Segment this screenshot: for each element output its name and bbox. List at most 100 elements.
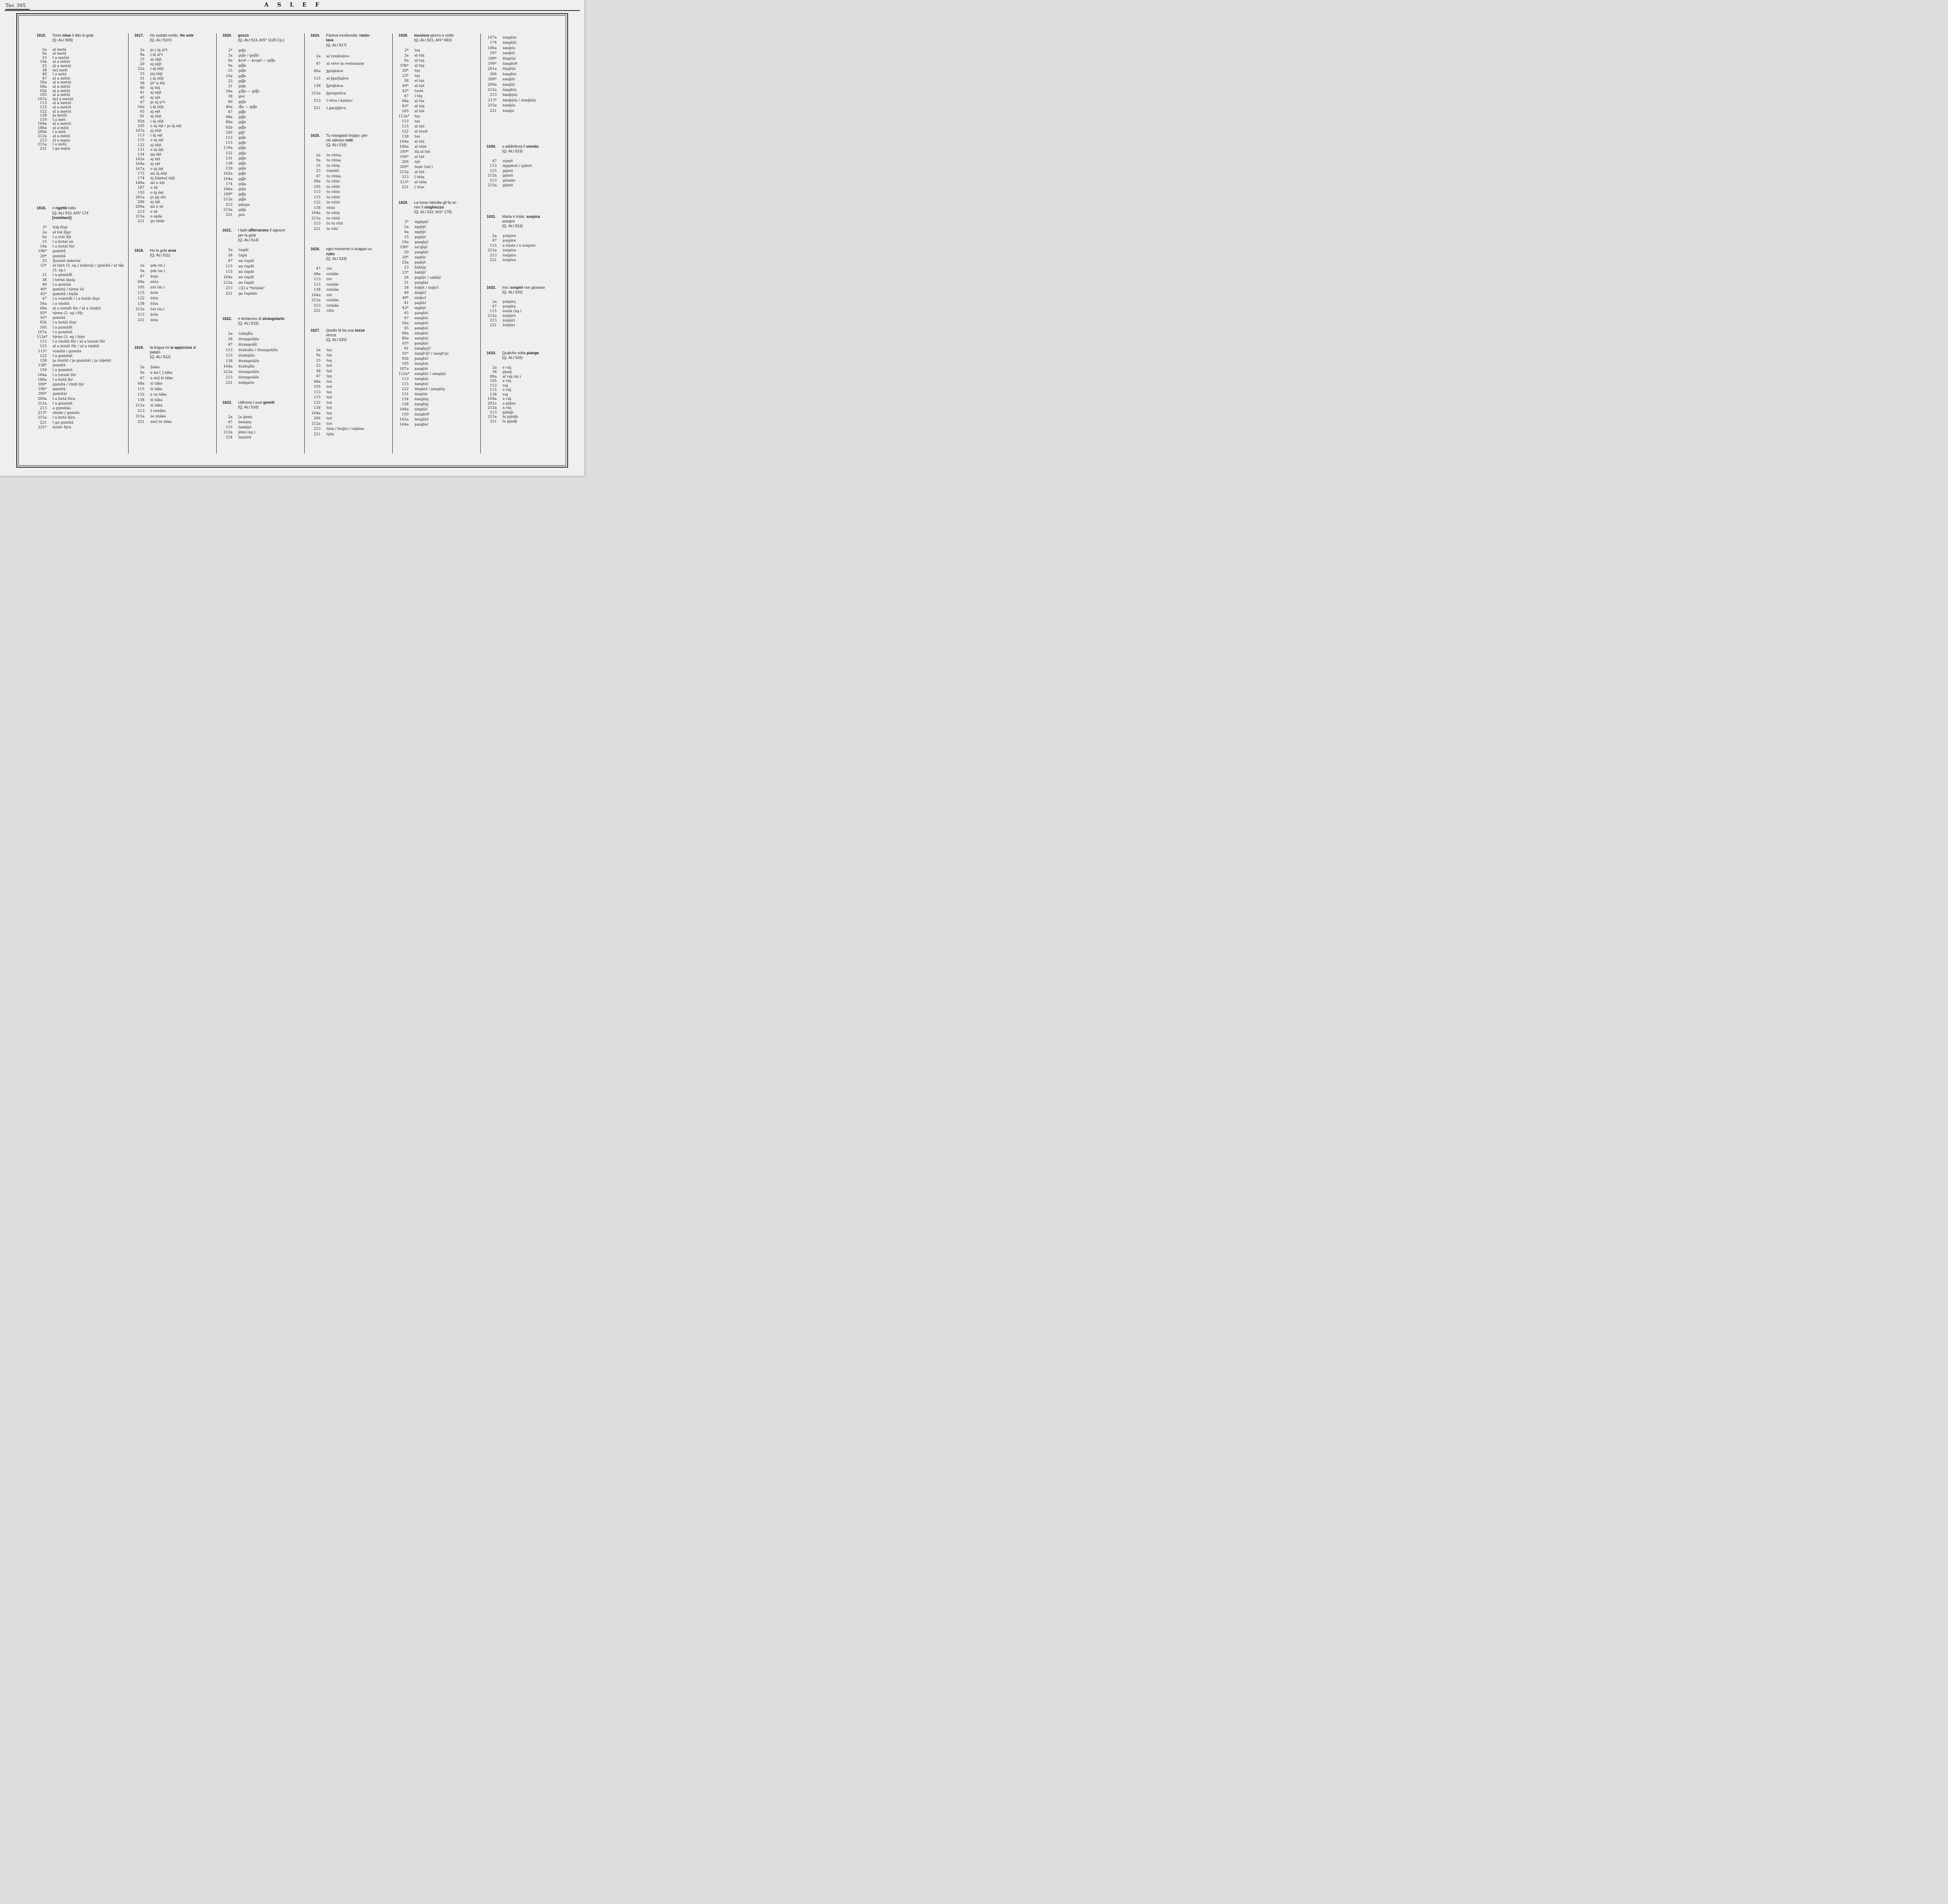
list-row: 189* lúi̯ al tọ́ś: [399, 149, 477, 154]
dialect-form: ai̯ ṣę́i̯t: [150, 62, 162, 67]
location-code: 122: [138, 392, 145, 397]
list-row: 196* al tọ́ś: [399, 154, 477, 159]
list-row: 187 o śę́: [134, 185, 213, 190]
list-row: 2a ćafoi̯á̋lu: [222, 331, 301, 337]
list-row: 196* gu̯mitá: [37, 387, 125, 392]
list-row: 42* sęglǫ́ć: [399, 306, 477, 311]
location-code: 212a: [311, 421, 321, 426]
location-code: 68a: [314, 379, 321, 384]
list-row: 113 aṇ ćapá̋t: [222, 264, 301, 269]
location-code: 138: [40, 113, 47, 118]
dialect-form: śe ntáka: [150, 414, 166, 419]
dialect-form: śtraṇgolálu: [238, 369, 259, 374]
location-code: 164a: [311, 293, 321, 297]
list-row: 40* sinğoʔ: [399, 295, 477, 300]
dialect-form: i ái̯ ṣéi̯t: [150, 119, 164, 124]
dialect-form: me] śe táka: [150, 419, 172, 424]
dialect-form: l a gomitá: [53, 282, 71, 287]
location-code: 47: [139, 100, 145, 104]
dialect-form: gǫ́mit: [502, 183, 513, 188]
dialect-form: ai̯ ṣę́i̯t: [150, 90, 162, 95]
dialect-form: śofigárlo: [238, 380, 254, 385]
location-code: 113: [402, 377, 409, 382]
list-row: 164a a vái̯: [487, 397, 563, 401]
list-row: 209a l a méś: [37, 130, 125, 134]
dialect-form: śuśpíra: [502, 253, 516, 258]
list-row: 2a şek (m.): [134, 263, 213, 268]
list-row: 15 tu rútiş: [311, 163, 389, 169]
dialect-form: al rondolávo: [326, 54, 349, 58]
list-row: 215a l a butá fǫ́ra: [37, 415, 125, 420]
list-row: 40 ai̯ śéi̯: [134, 86, 213, 90]
dialect-form: rutá̋de: [326, 272, 339, 276]
list-row: 115 an čapát: [222, 269, 301, 275]
dialect-form: rúto: [326, 309, 334, 313]
dialect-form: góʃe: [238, 136, 246, 140]
dialect-form: şuspíre: [502, 238, 516, 243]
list-row: 209* sanğút: [487, 77, 563, 82]
location-code: 47: [492, 304, 497, 309]
dialect-form: śanğǫ́śǫ: [502, 93, 518, 97]
list-row: 23* tọş: [399, 73, 477, 78]
list-row: 113 rut: [311, 277, 389, 282]
entry-sentence: e tentarono di strangolarlo: [238, 317, 285, 321]
entry-1632: 1632. ma i sospiri non giovano (Q. ALI 525…: [487, 286, 563, 328]
entry-number: 1617.: [134, 34, 144, 38]
dialect-form: ai̯ ṣę́t: [150, 95, 161, 100]
dialect-form: góʃa: [238, 187, 246, 192]
list-row: 221 me] śe táka: [134, 419, 213, 425]
dialect-form: śuśpírś: [502, 314, 516, 318]
list-row: 20* tọş: [399, 68, 477, 73]
list-row: 134 i̯ai̯ śę̇t: [134, 152, 213, 157]
entry-sentence: Ho la gola arsa: [150, 249, 176, 253]
dialect-form: śośpíra: [502, 258, 516, 263]
list-row: 162a gǫ́ʃe: [222, 171, 301, 176]
list-row: 105 o ái̯ śę́t / i̯o ái̯ śę́t: [134, 124, 213, 129]
location-code: 206: [314, 416, 321, 421]
location-code: 2a: [42, 47, 47, 52]
location-code: 26: [404, 276, 409, 280]
list-row: 221 śośpíri: [487, 323, 563, 328]
dialect-form: sanglóć: [414, 321, 429, 326]
dialect-form: gumitá̋: [53, 249, 66, 254]
entry-header: 1620. gozzo (Q. ALI 513, AIS* 1128 Cp.): [222, 34, 301, 43]
location-code: 221: [490, 419, 497, 424]
list-row: 47 aṇ ćapát: [222, 258, 301, 264]
location-code: 19a: [40, 244, 47, 249]
dialect-form: śanglóś: [414, 382, 429, 387]
list-row: 112a* tǫ́rna (3. sg.) fǫ́ur: [37, 335, 125, 339]
entry-body: o addirittura il vomito (Q. ALI 523): [502, 145, 563, 154]
location-code: 42*: [402, 306, 409, 311]
dialect-form: tu rútiş: [326, 163, 340, 168]
location-code: 92b: [40, 88, 47, 93]
list-row: 2a al metẹ́: [37, 48, 125, 52]
location-code: 122: [40, 353, 47, 358]
dialect-form: toś: [326, 385, 332, 389]
dialect-form: şanglót: [414, 367, 428, 371]
list-row: 209* toṣír (inf.): [399, 164, 477, 170]
dialect-form: pǫ́nga: [238, 202, 250, 207]
dialect-form: χóʃ̌a — góʃ̌e: [238, 89, 259, 94]
list-row: 213 tu tu rúti: [311, 221, 389, 226]
dialect-form: sęglę́ć: [414, 230, 426, 235]
list-row: 9a al tọş: [399, 58, 477, 63]
location-code: 131: [402, 392, 409, 397]
entry-reference: (Q. ALI 523): [502, 149, 523, 154]
location-code: 213: [490, 318, 497, 323]
location-code: 19b*: [400, 63, 409, 68]
dialect-form: mí o śẹt: [150, 181, 165, 185]
location-code: 212a: [487, 88, 497, 92]
location-code: 115: [138, 387, 145, 391]
location-code: 122: [402, 387, 409, 392]
dialect-form: a gọmitáo: [53, 406, 71, 411]
dialect-form: śúta: [150, 318, 158, 322]
location-code: 138: [314, 406, 321, 410]
dialect-form: al tọ́śe: [414, 144, 427, 149]
list-row: 115 tọś: [311, 395, 389, 400]
list-row: 213 l véva l katáro: [311, 97, 389, 104]
list-row: 26 şaglǫ́ć / saklǫ́ć: [399, 275, 477, 280]
list-row: 34a χóʃ̌a — góʃ̌e: [222, 89, 301, 94]
list-row: 92b i ái̯ ṣéi̯t: [134, 119, 213, 124]
location-code: 212a: [487, 173, 497, 178]
location-code: 138: [314, 83, 321, 88]
